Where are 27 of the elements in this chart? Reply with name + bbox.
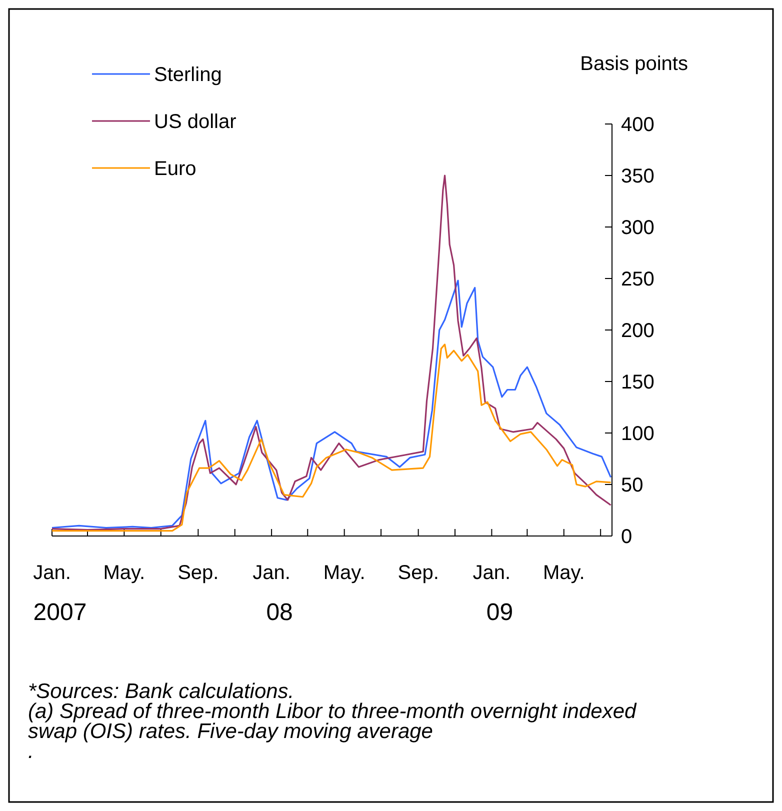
x-tick-label: May. <box>542 562 585 584</box>
x-tick-label: May. <box>323 562 366 584</box>
x-tick-label: Jan. 09 <box>472 562 514 626</box>
y-tick-label: 50 <box>621 474 644 496</box>
y-tick-label: 150 <box>621 372 654 394</box>
line-series <box>51 174 612 531</box>
y-tick-label: 400 <box>621 114 654 136</box>
x-tick-label: Sep. <box>398 562 439 584</box>
legend-label: Sterling <box>154 64 222 86</box>
x-tick-label: May. <box>103 562 146 584</box>
y-tick-label: 300 <box>621 217 654 239</box>
text: (a) Spread of three-month Libor to three-month overnight indexed swap (OIS) rates. Five-day moving average <box>28 700 638 743</box>
y-tick-label: 250 <box>621 268 654 290</box>
text: . <box>28 740 34 763</box>
y-tick-label: 100 <box>621 423 654 445</box>
line-series <box>51 344 612 532</box>
x-tick-label: Sep. <box>178 562 219 584</box>
x-tick-label: Jan. 08 <box>252 562 293 626</box>
line-series <box>51 280 612 529</box>
y-tick-label: 0 <box>621 526 632 548</box>
y-axis-title: Basis points <box>580 53 688 75</box>
y-tick-label: 200 <box>621 320 654 342</box>
text: *Sources: Bank calculations. <box>28 680 294 703</box>
legend-label: US dollar <box>154 111 237 133</box>
y-tick-label: 350 <box>621 166 654 188</box>
x-tick-label: Jan. 2007 <box>33 562 87 626</box>
legend-label: Euro <box>154 158 196 180</box>
